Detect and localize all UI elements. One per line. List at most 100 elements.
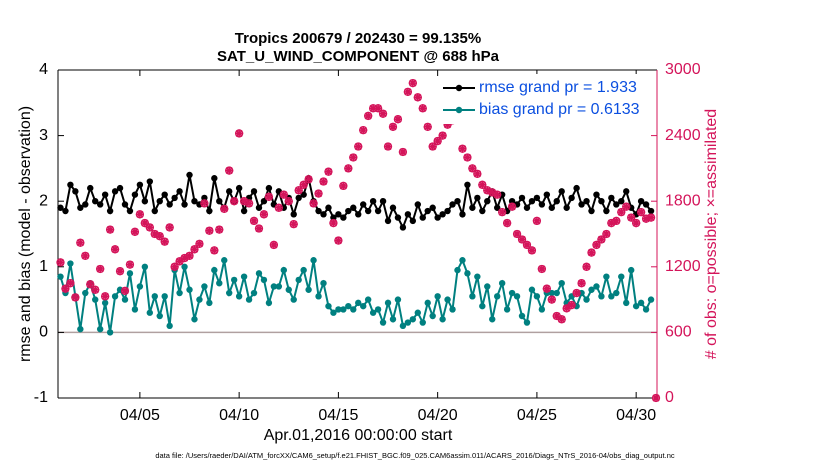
point xyxy=(369,198,377,205)
point xyxy=(250,216,259,225)
point xyxy=(474,273,481,280)
point xyxy=(518,194,526,202)
point xyxy=(265,184,273,192)
point xyxy=(573,184,580,192)
point xyxy=(623,299,630,307)
point xyxy=(160,237,169,246)
point xyxy=(398,148,407,156)
point xyxy=(106,207,114,215)
y-tick-label: 4 xyxy=(39,61,48,78)
point xyxy=(428,142,437,151)
point xyxy=(170,262,179,271)
point xyxy=(190,245,199,254)
point xyxy=(141,263,149,270)
point xyxy=(533,293,541,300)
point xyxy=(71,293,80,302)
point xyxy=(602,230,611,238)
y2-tick-label: 2400 xyxy=(665,127,701,144)
point xyxy=(583,296,590,303)
point xyxy=(463,153,472,162)
point xyxy=(578,201,585,208)
point xyxy=(101,292,110,301)
point xyxy=(131,191,139,198)
point xyxy=(588,207,595,215)
point xyxy=(379,198,387,205)
point xyxy=(360,201,367,208)
point xyxy=(81,251,90,260)
point xyxy=(106,329,114,336)
point xyxy=(101,191,109,198)
point xyxy=(443,120,452,129)
point xyxy=(165,223,174,232)
footnote: data file: /Users/raeder/DAI/ATM_forcXX/… xyxy=(155,451,675,460)
point xyxy=(82,201,89,208)
point xyxy=(355,211,362,218)
point xyxy=(96,201,104,208)
point xyxy=(593,191,600,198)
point xyxy=(469,204,476,211)
point xyxy=(175,257,184,266)
point xyxy=(568,194,575,202)
point xyxy=(62,207,69,215)
point xyxy=(140,219,149,228)
point xyxy=(528,286,536,293)
point xyxy=(388,122,397,131)
point xyxy=(389,204,397,211)
point xyxy=(618,198,625,205)
point xyxy=(221,257,228,264)
point xyxy=(230,197,239,206)
legend-label: bias grand pr = 0.6133 xyxy=(479,101,640,118)
point xyxy=(547,295,556,304)
point xyxy=(464,181,471,188)
point xyxy=(518,312,526,320)
point xyxy=(269,240,278,249)
point xyxy=(429,204,436,211)
point xyxy=(201,283,208,290)
point xyxy=(608,293,615,300)
point xyxy=(419,319,426,326)
point xyxy=(300,191,307,198)
point xyxy=(384,142,393,151)
point xyxy=(186,171,193,179)
point xyxy=(61,284,70,293)
point xyxy=(364,296,372,303)
point xyxy=(572,289,581,298)
point xyxy=(57,273,64,280)
point xyxy=(201,194,208,202)
point xyxy=(632,219,641,228)
point xyxy=(419,214,426,221)
point xyxy=(305,286,312,293)
point xyxy=(503,306,511,313)
point xyxy=(627,266,635,274)
point xyxy=(185,251,194,260)
point xyxy=(275,283,283,290)
point xyxy=(67,181,74,188)
point xyxy=(563,204,570,211)
point xyxy=(384,217,392,225)
point xyxy=(91,285,100,294)
point xyxy=(226,188,233,195)
point xyxy=(423,122,432,131)
point xyxy=(145,223,154,232)
point xyxy=(265,299,273,307)
point xyxy=(350,306,357,313)
point xyxy=(434,293,441,300)
x-tick-label: 04/30 xyxy=(616,407,656,424)
point xyxy=(156,312,163,320)
point xyxy=(582,262,591,271)
point xyxy=(155,232,164,241)
point xyxy=(409,217,417,225)
point xyxy=(330,309,337,316)
legend-label: rmse grand pr = 1.933 xyxy=(479,79,637,96)
point xyxy=(647,213,656,222)
point xyxy=(508,202,517,211)
point xyxy=(647,296,655,303)
point xyxy=(537,264,546,273)
point xyxy=(250,289,258,297)
point xyxy=(458,144,467,153)
point xyxy=(136,283,144,290)
y2-tick-label: 0 xyxy=(665,389,674,406)
point xyxy=(439,211,446,218)
point xyxy=(592,240,601,249)
